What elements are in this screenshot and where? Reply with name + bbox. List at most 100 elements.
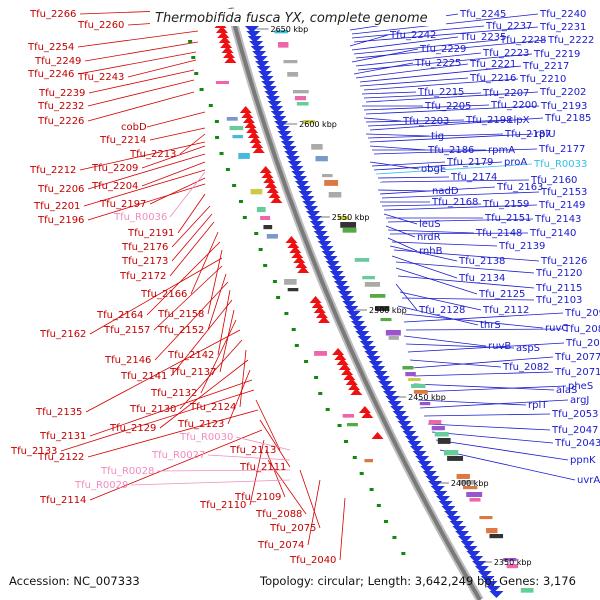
gene-label[interactable]: Tfu_2143: [534, 214, 581, 225]
gene-label[interactable]: Tfu_2162: [39, 329, 86, 340]
gene-label[interactable]: Tfu_2103: [535, 295, 582, 306]
gene-label[interactable]: Tfu_2111: [239, 462, 286, 473]
gene-label[interactable]: ppnK: [570, 455, 596, 466]
gene-label[interactable]: Tfu_2146: [104, 355, 151, 366]
gene-label[interactable]: alaS: [556, 385, 577, 396]
gene-label[interactable]: pheS: [568, 381, 593, 392]
gene-label[interactable]: Tfu_2128: [418, 305, 465, 316]
gene-label[interactable]: rnhB: [419, 246, 443, 257]
gene-label[interactable]: Tfu_2223: [482, 48, 529, 59]
gene-label[interactable]: Tfu_2138: [458, 256, 505, 267]
gene-label[interactable]: Tfu_2153: [540, 187, 587, 198]
gene-label[interactable]: Tfu_2229: [419, 44, 466, 55]
gene-label[interactable]: Tfu_2114: [39, 495, 86, 506]
rna-label[interactable]: Tfu_R0033: [533, 159, 587, 170]
gene-label[interactable]: proA: [504, 157, 527, 168]
gene-label[interactable]: Tfu_2206: [37, 184, 84, 195]
gene-label[interactable]: Tfu_2201: [33, 201, 80, 212]
gene-label[interactable]: Tfu_2152: [157, 325, 204, 336]
gene-label[interactable]: Tfu_2164: [96, 310, 143, 321]
gene-label[interactable]: tig: [431, 131, 444, 142]
gene-label[interactable]: Tfu_2149: [538, 200, 585, 211]
gene-label[interactable]: Tfu_2207: [482, 88, 529, 99]
gene-label[interactable]: Tfu_2120: [535, 268, 582, 279]
gene-label[interactable]: Tfu_2132: [150, 388, 197, 399]
gene-label[interactable]: Tfu_2131: [39, 431, 86, 442]
gene-label[interactable]: Tfu_2215: [417, 87, 464, 98]
gene-label[interactable]: Tfu_2130: [129, 404, 176, 415]
gene-label[interactable]: Tfu_2179: [446, 157, 493, 168]
gene-label[interactable]: Tfu_2087: [563, 324, 600, 335]
gene-label[interactable]: Tfu_2228: [499, 35, 546, 46]
gene-label[interactable]: Tfu_2226: [37, 116, 84, 127]
gene-label[interactable]: Tfu_2115: [535, 283, 582, 294]
gene-label[interactable]: leuS: [419, 219, 441, 230]
gene-label[interactable]: Tfu_2126: [540, 256, 587, 267]
gene-label[interactable]: Tfu_2158: [157, 309, 204, 320]
gene-label[interactable]: Tfu_2123: [177, 419, 224, 430]
gene-label[interactable]: Tfu_2122: [37, 452, 84, 463]
gene-label[interactable]: Tfu_2187: [504, 129, 551, 140]
rna-label[interactable]: Tfu_R0027: [151, 450, 205, 461]
gene-label[interactable]: Tfu_2110: [199, 500, 246, 511]
gene-label[interactable]: Tfu_2112: [482, 305, 529, 316]
gene-label[interactable]: Tfu_2047: [551, 425, 598, 436]
gene-label[interactable]: Tfu_2168: [431, 197, 478, 208]
gene-label[interactable]: Tfu_2173: [121, 256, 168, 267]
gene-label[interactable]: Tfu_2191: [127, 228, 174, 239]
gene-label[interactable]: Tfu_2197: [99, 199, 146, 210]
rna-label[interactable]: Tfu_R0029: [74, 480, 128, 491]
gene-label[interactable]: rpmA: [488, 145, 515, 156]
gene-label[interactable]: Tfu_2249: [34, 56, 81, 67]
gene-label[interactable]: Tfu_2125: [478, 289, 525, 300]
gene-label[interactable]: Tfu_2196: [37, 215, 84, 226]
gene-label[interactable]: Tfu_2217: [522, 61, 569, 72]
gene-label[interactable]: Tfu_2133: [10, 446, 57, 457]
gene-label[interactable]: Tfu_2266: [29, 9, 76, 20]
gene-label[interactable]: ruvC: [545, 323, 568, 334]
gene-label[interactable]: Tfu_2239: [38, 88, 85, 99]
gene-label[interactable]: Tfu_2140: [529, 228, 576, 239]
gene-label[interactable]: Tfu_2166: [140, 289, 187, 300]
gene-label[interactable]: Tfu_2240: [539, 9, 586, 20]
gene-label[interactable]: Tfu_2148: [475, 228, 522, 239]
gene-label[interactable]: rplT: [528, 400, 548, 411]
gene-label[interactable]: nrdR: [417, 232, 441, 243]
gene-label[interactable]: Tfu_2157: [103, 325, 150, 336]
gene-label[interactable]: cobD: [121, 122, 147, 133]
gene-label[interactable]: Tfu_2124: [189, 402, 236, 413]
gene-label[interactable]: Tfu_2174: [450, 172, 497, 183]
gene-label[interactable]: Tfu_2221: [469, 59, 516, 70]
gene-label[interactable]: uvrA: [577, 475, 600, 486]
gene-label[interactable]: Tfu_2209: [91, 163, 138, 174]
gene-label[interactable]: Tfu_2135: [35, 407, 82, 418]
gene-label[interactable]: Tfu_2193: [540, 101, 587, 112]
gene-label[interactable]: Tfu_2225: [414, 58, 461, 69]
gene-label[interactable]: Tfu_2077: [554, 352, 600, 363]
gene-label[interactable]: Tfu_2177: [538, 144, 585, 155]
rna-label[interactable]: Tfu_R0030: [179, 432, 233, 443]
gene-label[interactable]: Tfu_2151: [484, 213, 531, 224]
gene-label[interactable]: Tfu_2142: [167, 350, 214, 361]
gene-label[interactable]: Tfu_2231: [539, 22, 586, 33]
gene-label[interactable]: Tfu_2216: [469, 73, 516, 84]
gene-label[interactable]: argJ: [570, 395, 589, 406]
gene-label[interactable]: Tfu_2159: [482, 199, 529, 210]
gene-label[interactable]: Tfu_2213: [129, 149, 176, 160]
gene-label[interactable]: Tfu_2202: [539, 87, 586, 98]
gene-label[interactable]: Tfu_2082: [502, 362, 549, 373]
gene-label[interactable]: Tfu_2242: [389, 30, 436, 41]
gene-label[interactable]: Tfu_2088: [255, 509, 302, 520]
gene-label[interactable]: Tfu_2186: [427, 145, 474, 156]
gene-label[interactable]: Tfu_2222: [547, 35, 594, 46]
gene-label[interactable]: Tfu_2139: [498, 241, 545, 252]
gene-label[interactable]: Tfu_2203: [402, 116, 449, 127]
gene-label[interactable]: Tfu_2043: [554, 438, 600, 449]
gene-label[interactable]: clpX: [508, 115, 530, 126]
gene-label[interactable]: Tfu_2198: [465, 115, 512, 126]
gene-label[interactable]: Tfu_2254: [27, 42, 74, 53]
gene-label[interactable]: Tfu_2176: [121, 242, 168, 253]
gene-label[interactable]: Tfu_2219: [533, 49, 580, 60]
rna-label[interactable]: Tfu_R0036: [113, 212, 167, 223]
gene-label[interactable]: Tfu_2246: [27, 69, 74, 80]
